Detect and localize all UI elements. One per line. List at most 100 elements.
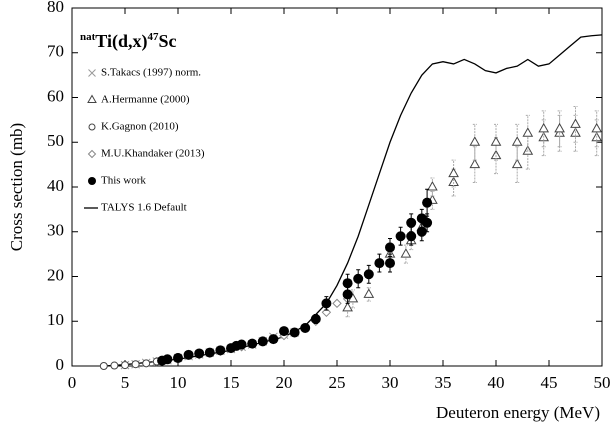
x-tick-label: 20 xyxy=(276,373,293,392)
marker-triangle xyxy=(400,248,412,258)
legend-marker xyxy=(87,94,97,103)
marker-dot xyxy=(321,298,332,309)
y-tick-label: 70 xyxy=(47,42,64,61)
marker-dot xyxy=(289,327,300,338)
marker-triangle xyxy=(511,136,523,146)
marker-dot xyxy=(416,226,427,237)
title-sup: 47 xyxy=(147,31,159,43)
legend-label: TALYS 1.6 Default xyxy=(101,202,187,214)
error-bar xyxy=(594,110,599,148)
y-tick-label: 0 xyxy=(56,355,65,374)
error-bar xyxy=(515,123,520,161)
x-tick-label: 5 xyxy=(121,373,130,392)
error-bar xyxy=(541,119,546,157)
x-tick-label: 0 xyxy=(68,373,77,392)
marker-dot xyxy=(162,354,173,365)
marker-dot xyxy=(342,289,353,300)
x-tick-label: 40 xyxy=(488,373,505,392)
y-tick-label: 30 xyxy=(47,221,64,240)
error-bar xyxy=(494,123,498,161)
legend-marker xyxy=(87,149,97,159)
error-bar xyxy=(594,119,599,157)
marker-dot xyxy=(353,273,364,284)
legend-label: K.Gagnon (2010) xyxy=(101,121,179,133)
marker-triangle xyxy=(448,167,459,178)
y-tick-label: 50 xyxy=(47,131,64,150)
x-tick-label: 50 xyxy=(594,373,611,392)
marker-triangle xyxy=(469,158,481,169)
marker-dot xyxy=(310,314,321,325)
legend-marker xyxy=(88,123,96,131)
marker-circle xyxy=(99,362,108,370)
marker-triangle xyxy=(342,301,353,312)
error-bar xyxy=(403,244,408,264)
y-axis-label: Cross section (mb) xyxy=(7,123,26,251)
x-tick-label: 45 xyxy=(541,373,558,392)
marker-dot xyxy=(342,278,353,289)
marker-dot xyxy=(247,338,258,349)
marker-dot xyxy=(194,348,205,359)
marker-dot xyxy=(279,326,289,337)
marker-triangle xyxy=(469,136,481,146)
marker-circle xyxy=(142,359,151,368)
x-tick-label: 15 xyxy=(223,373,240,392)
error-bar xyxy=(350,289,355,309)
error-bar xyxy=(573,105,578,143)
title-part: Ti(d,x) xyxy=(95,31,147,52)
legend-marker xyxy=(88,177,96,185)
y-tick-label: 10 xyxy=(47,310,64,329)
error-bar xyxy=(541,110,546,148)
marker-dot xyxy=(300,322,311,333)
marker-triangle xyxy=(511,158,523,169)
marker-diamond xyxy=(332,298,342,309)
error-bar xyxy=(430,177,435,197)
error-bar xyxy=(557,110,562,148)
marker-dot xyxy=(183,349,194,360)
marker-dot xyxy=(363,269,374,280)
marker-dot xyxy=(374,258,385,269)
marker-circle xyxy=(121,361,129,370)
marker-dot xyxy=(422,197,433,208)
legend-label: A.Hermanne (2000) xyxy=(101,94,190,106)
marker-dot xyxy=(385,242,395,253)
error-bar xyxy=(472,123,477,161)
marker-triangle xyxy=(522,127,534,137)
marker-circle xyxy=(131,360,140,369)
legend-label: S.Takacs (1997) norm. xyxy=(101,67,201,79)
marker-dot xyxy=(406,231,417,242)
marker-triangle xyxy=(490,149,502,160)
legend-label: This work xyxy=(101,175,146,187)
marker-dot xyxy=(406,217,417,228)
marker-triangle xyxy=(570,118,581,128)
marker-dot xyxy=(268,334,279,345)
marker-triangle xyxy=(363,288,375,298)
marker-dot xyxy=(422,217,433,228)
y-tick-label: 60 xyxy=(47,86,64,105)
marker-dot xyxy=(215,345,226,356)
y-tick-label: 40 xyxy=(47,176,64,195)
y-tick-label: 20 xyxy=(47,265,64,284)
y-tick-label: 80 xyxy=(47,0,64,16)
x-tick-label: 10 xyxy=(170,373,187,392)
plot-frame xyxy=(71,7,603,367)
marker-dot xyxy=(173,352,183,363)
title-sup: nat xyxy=(80,31,96,43)
marker-dot xyxy=(204,347,215,358)
marker-circle xyxy=(110,361,119,370)
talys-line xyxy=(103,34,603,367)
marker-triangle xyxy=(448,176,459,187)
x-tick-label: 25 xyxy=(329,373,346,392)
x-axis-label: Deuteron energy (MeV) xyxy=(436,403,600,422)
marker-triangle xyxy=(591,122,603,133)
chart-title: natTi(d,x)47Sc xyxy=(80,31,176,53)
error-bar xyxy=(573,114,578,152)
x-tick-label: 30 xyxy=(382,373,399,392)
marker-dot xyxy=(385,258,395,269)
marker-triangle xyxy=(427,180,438,191)
x-tick-label: 35 xyxy=(435,373,452,392)
marker-triangle xyxy=(538,122,550,133)
title-part: Sc xyxy=(158,31,176,51)
legend-label: M.U.Khandaker (2013) xyxy=(101,148,205,160)
marker-triangle xyxy=(554,122,565,133)
